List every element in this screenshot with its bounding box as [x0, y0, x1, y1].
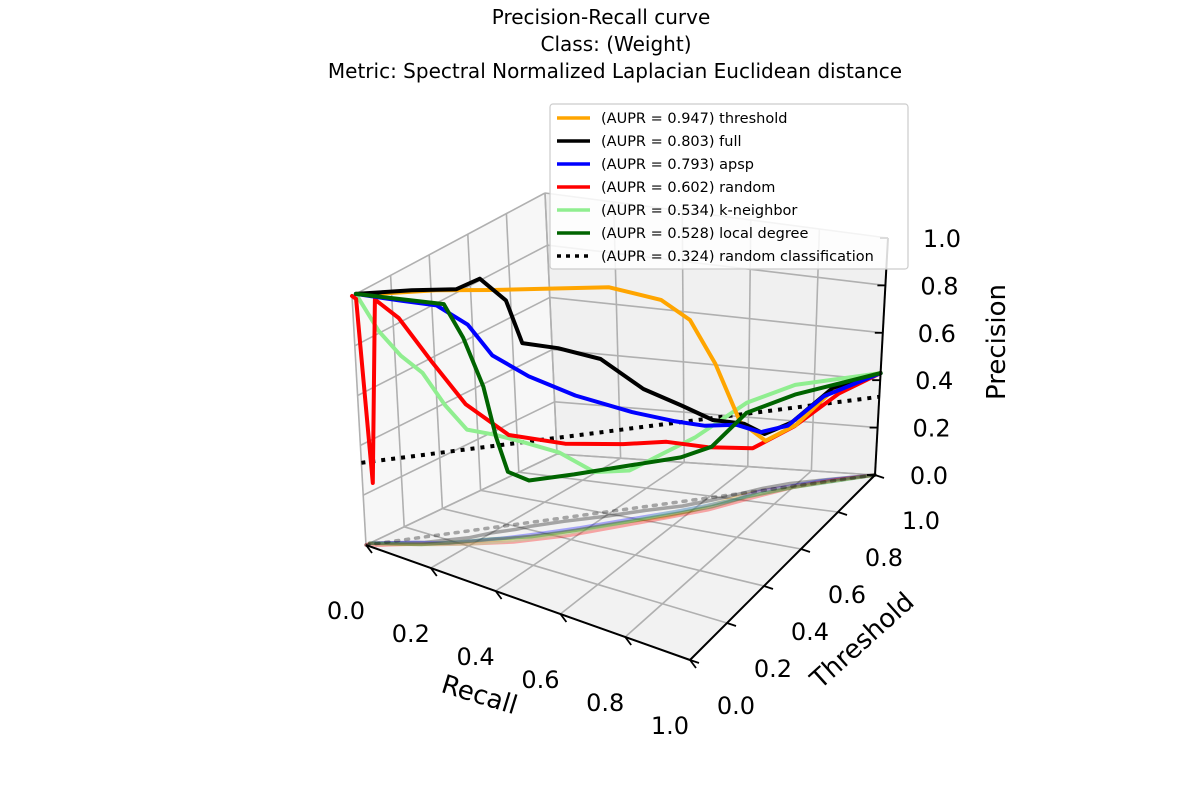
- legend-label-5: (AUPR = 0.528) local degree: [601, 226, 808, 242]
- grid-line: [442, 507, 765, 587]
- y-tick: [689, 659, 700, 664]
- grid-line: [505, 213, 520, 473]
- chart-title-line-3: Metric: Spectral Normalized Laplacian Eu…: [328, 59, 902, 83]
- x-tick-label: 1.0: [651, 712, 689, 740]
- x-axis-label: Recall: [438, 670, 521, 721]
- chart-title-line-2: Class: (Weight): [541, 32, 692, 56]
- z-tick-label: 0.0: [910, 462, 948, 490]
- grid-line: [556, 453, 876, 476]
- z-tick-label: 0.8: [920, 272, 958, 300]
- x-tick-label: 0.4: [457, 643, 495, 671]
- series-lines: [350, 276, 883, 485]
- grid-line: [480, 489, 802, 550]
- grid-line: [430, 457, 622, 569]
- tick-labels: 0.0 0.2 0.4 0.6 0.8 1.0 0.0 0.2 0.4 0.6 0.8 1.0 0.0 0…: [327, 225, 961, 740]
- y-tick-label: 0.8: [865, 544, 903, 572]
- x-tick: [624, 636, 632, 646]
- x-tick: [559, 613, 568, 623]
- axis-edges: [365, 237, 889, 661]
- legend-label-4: (AUPR = 0.534) k-neighbor: [601, 203, 797, 219]
- x-tick-label: 0.0: [327, 597, 365, 625]
- series-shadow-4: [368, 473, 877, 547]
- grid-line: [360, 348, 553, 447]
- grid-line: [403, 526, 728, 624]
- x-tick-label: 0.6: [521, 666, 559, 694]
- series-shadow-1: [368, 473, 877, 545]
- grid-line: [351, 295, 367, 546]
- z-tick-label: 0.2: [913, 415, 951, 443]
- legend-box: [549, 103, 909, 270]
- x-tick: [689, 659, 697, 669]
- x-tick: [365, 544, 373, 554]
- z-tick-label: 0.4: [915, 367, 953, 395]
- y-tick-label: 0.6: [828, 581, 866, 609]
- series-shadow-2: [368, 473, 877, 546]
- grid-line: [365, 453, 558, 546]
- chart-title-line-1: Precision-Recall curve: [492, 5, 711, 29]
- grid-line: [357, 296, 551, 397]
- grid-line: [544, 192, 558, 455]
- y-tick: [837, 511, 848, 516]
- y-tick-label: 1.0: [902, 507, 940, 535]
- x-tick: [430, 567, 438, 577]
- x-axis-line: [365, 544, 691, 661]
- y-tick: [726, 622, 737, 627]
- grid-line: [559, 465, 749, 615]
- grid-line: [518, 471, 839, 513]
- legend-label-6: (AUPR = 0.324) random classification: [601, 249, 874, 265]
- y-tick: [763, 585, 774, 590]
- legend-label-2: (AUPR = 0.793) apsp: [601, 157, 754, 173]
- series-shadow-0: [368, 473, 877, 546]
- x-tick-label: 0.8: [586, 689, 624, 717]
- tick-marks: [365, 237, 888, 669]
- z-tick-label: 0.6: [918, 320, 956, 348]
- legend-label-0: (AUPR = 0.947) threshold: [601, 111, 787, 127]
- grid-line: [354, 244, 548, 347]
- x-tick-label: 0.2: [392, 620, 430, 648]
- grid-line: [549, 296, 883, 334]
- legend-label-3: (AUPR = 0.602) random: [601, 180, 775, 196]
- series-shadow-3: [364, 473, 877, 548]
- floor-pane: [366, 454, 875, 660]
- grid-line: [362, 401, 555, 496]
- shadow-projections: [364, 473, 877, 548]
- series-line-6: [361, 394, 880, 465]
- legend: (AUPR = 0.947) threshold (AUPR = 0.803) f…: [549, 103, 909, 270]
- z-axis-line: [874, 237, 889, 476]
- grid-line: [624, 470, 812, 638]
- series-shadow-5: [368, 473, 877, 547]
- grid-line: [428, 254, 444, 509]
- z-tick-label: 1.0: [923, 225, 961, 253]
- grid-line: [351, 192, 546, 297]
- legend-label-1: (AUPR = 0.803) full: [601, 134, 742, 150]
- y-tick-label: 0.4: [791, 618, 829, 646]
- series-line-5: [353, 291, 883, 483]
- x-tick: [494, 590, 503, 600]
- grid-line: [495, 461, 685, 592]
- y-axis-line: [689, 474, 876, 661]
- z-axis-label: Precision: [982, 284, 1012, 400]
- grid-line: [389, 275, 405, 527]
- y-tick: [800, 548, 811, 553]
- y-tick-label: 0.0: [717, 692, 755, 720]
- y-tick: [874, 474, 885, 479]
- y-tick-label: 0.2: [754, 655, 792, 683]
